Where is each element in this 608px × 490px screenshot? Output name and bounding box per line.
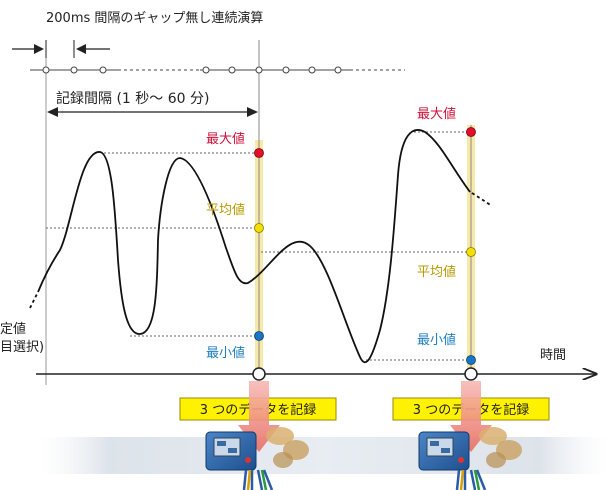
avg-dot-1 <box>254 223 264 233</box>
left-setting-label-2: 目選択) <box>0 340 44 355</box>
avg-label-1: 平均値 <box>206 202 245 218</box>
continuous-calc-label: 200ms 間隔のギャップ無し連続演算 <box>46 10 263 26</box>
min-dot-2 <box>466 355 476 365</box>
device-band <box>40 437 608 474</box>
max-label-2: 最大値 <box>417 106 456 122</box>
min-dot-1 <box>254 331 264 341</box>
record-point-1 <box>252 367 266 381</box>
measuring-instrument-image-2 <box>418 427 522 490</box>
time-axis-label: 時間 <box>540 348 566 363</box>
min-label-1: 最小値 <box>206 345 245 361</box>
avg-dot-2 <box>466 247 476 257</box>
left-setting-label-1: 定値 <box>0 321 26 337</box>
signal-waveform <box>37 129 471 364</box>
guide-lines <box>46 131 469 361</box>
measuring-instrument-image-1 <box>205 427 309 490</box>
interval-arrow-right-head <box>76 44 86 54</box>
min-label-2: 最小値 <box>417 332 456 348</box>
max-dot-2 <box>466 127 476 137</box>
sample-points <box>42 66 342 74</box>
waveform-lead-in <box>29 293 38 309</box>
record-interval-arrow-right-head <box>247 107 258 117</box>
max-dot-1 <box>254 148 264 158</box>
avg-label-2: 平均値 <box>417 264 456 280</box>
record-point-2 <box>464 367 478 381</box>
waveform-lead-out <box>471 192 493 207</box>
max-label-1: 最大値 <box>206 131 245 147</box>
record-interval-label: 記録間隔 (1 秒～ 60 分) <box>56 90 209 107</box>
interval-arrow-left-head <box>34 44 44 54</box>
record-interval-arrow-left-head <box>47 107 58 117</box>
